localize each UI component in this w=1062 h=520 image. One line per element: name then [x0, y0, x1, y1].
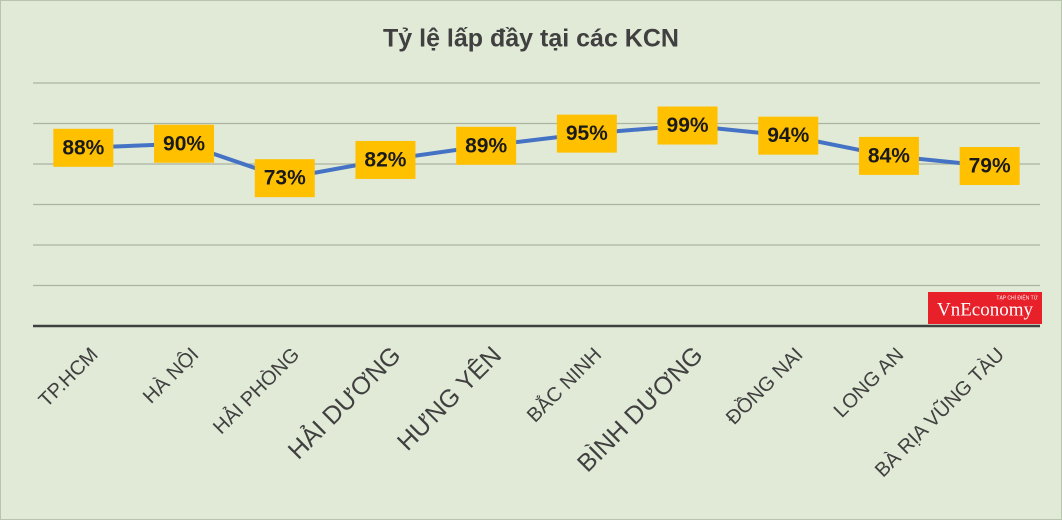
data-label-box: [53, 128, 114, 167]
data-label-box: [959, 147, 1020, 186]
data-label: 89%: [465, 134, 507, 157]
data-label: 82%: [364, 148, 406, 171]
watermark-caption: TẠP CHÍ ĐIỆN TỬ: [996, 293, 1038, 301]
data-label: 73%: [264, 167, 306, 190]
data-label: 95%: [566, 122, 608, 145]
watermark: TẠP CHÍ ĐIỆN TỬ VnEconomy: [928, 292, 1042, 324]
data-label: 99%: [667, 114, 709, 137]
data-label: 79%: [969, 155, 1011, 178]
data-label-box: [254, 159, 315, 198]
data-label: 90%: [163, 132, 205, 155]
data-label-box: [657, 106, 718, 145]
data-label-box: [154, 124, 215, 163]
watermark-text: VnEconomy: [937, 299, 1034, 320]
data-label-box: [456, 126, 517, 165]
data-label-box: [355, 140, 416, 179]
chart-title: Tỷ lệ lấp đầy tại các KCN: [383, 25, 679, 53]
data-label: 94%: [767, 124, 809, 147]
data-label-box: [758, 116, 819, 155]
watermark-box: [928, 292, 1042, 324]
data-label-box: [858, 136, 919, 175]
data-label-box: [556, 114, 617, 153]
line: [83, 123, 990, 181]
data-label: 88%: [62, 136, 104, 159]
data-label: 84%: [868, 144, 910, 167]
